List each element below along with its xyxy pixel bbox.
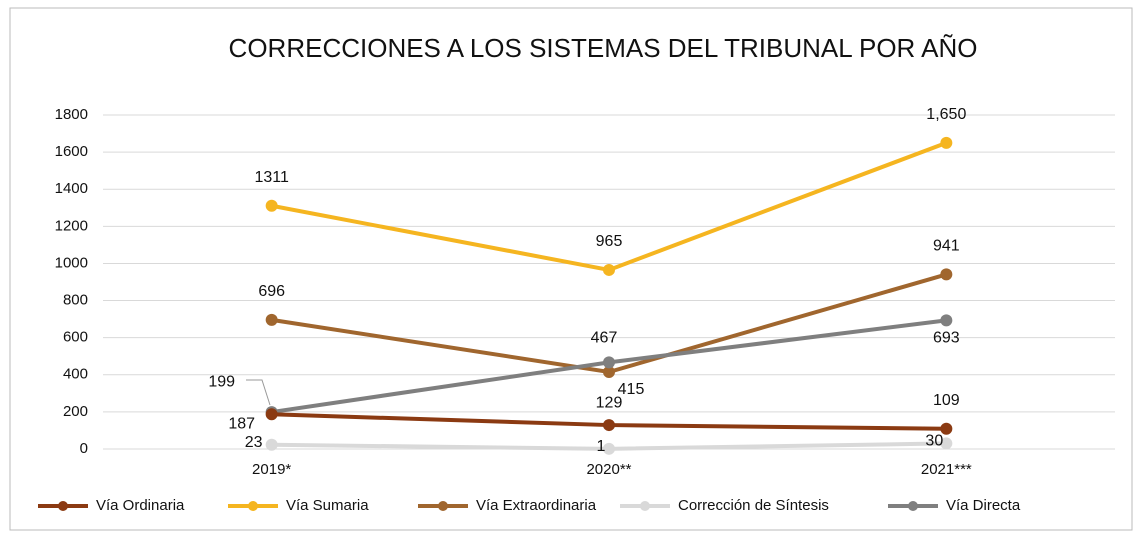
chart-border (9, 7, 1133, 531)
chart-title: CORRECCIONES A LOS SISTEMAS DEL TRIBUNAL… (229, 33, 978, 63)
y-tick-label: 1400 (55, 180, 88, 197)
leader-line (246, 379, 271, 406)
data-point (265, 408, 278, 421)
y-tick-label: 1600 (55, 143, 88, 160)
data-label: 187 (228, 416, 255, 433)
y-tick-label: 400 (63, 366, 88, 383)
data-point (940, 437, 953, 450)
data-label: 467 (591, 330, 618, 347)
y-tick-label: 200 (63, 403, 88, 420)
data-label: 23 (245, 434, 263, 451)
data-label: 696 (258, 283, 285, 300)
data-label: 693 (933, 330, 960, 347)
legend-marker (58, 501, 68, 511)
y-tick-label: 1200 (55, 217, 88, 234)
x-tick-label: 2019* (252, 461, 291, 478)
data-point (603, 356, 615, 369)
data-point (603, 365, 615, 378)
legend-marker (438, 501, 448, 511)
data-label: 415 (618, 381, 645, 398)
data-label: 129 (596, 394, 623, 411)
data-label: 941 (933, 238, 960, 255)
data-point (940, 422, 953, 435)
data-label: 1311 (254, 169, 289, 186)
legend-marker (248, 501, 258, 511)
data-point (265, 438, 278, 451)
data-label: 965 (596, 233, 623, 250)
data-label: 30 (925, 433, 943, 450)
y-tick-label: 800 (63, 292, 88, 309)
legend-label: Vía Directa (946, 497, 1021, 514)
data-point (940, 136, 953, 149)
legend-label: Vía Ordinaria (96, 497, 185, 514)
legend-marker (908, 501, 918, 511)
data-label: 1,650 (926, 106, 966, 123)
data-point (603, 263, 615, 276)
x-tick-label: 2021*** (921, 461, 972, 478)
data-point (603, 419, 615, 432)
data-label: 199 (208, 373, 235, 390)
y-tick-label: 0 (80, 440, 88, 457)
y-tick-label: 1800 (55, 106, 88, 123)
data-label: 1 (597, 438, 606, 455)
legend-label: Corrección de Síntesis (678, 497, 829, 514)
legend-label: Vía Extraordinaria (476, 497, 597, 514)
data-point (603, 442, 615, 455)
data-point (265, 199, 278, 212)
legend-marker (640, 501, 650, 511)
data-point (265, 313, 278, 326)
y-tick-label: 1000 (55, 254, 88, 271)
y-tick-label: 600 (63, 329, 88, 346)
x-tick-label: 2020** (586, 461, 631, 478)
data-label: 109 (933, 392, 960, 409)
data-point (940, 268, 953, 281)
data-point (940, 314, 953, 327)
legend-label: Vía Sumaria (286, 497, 369, 514)
